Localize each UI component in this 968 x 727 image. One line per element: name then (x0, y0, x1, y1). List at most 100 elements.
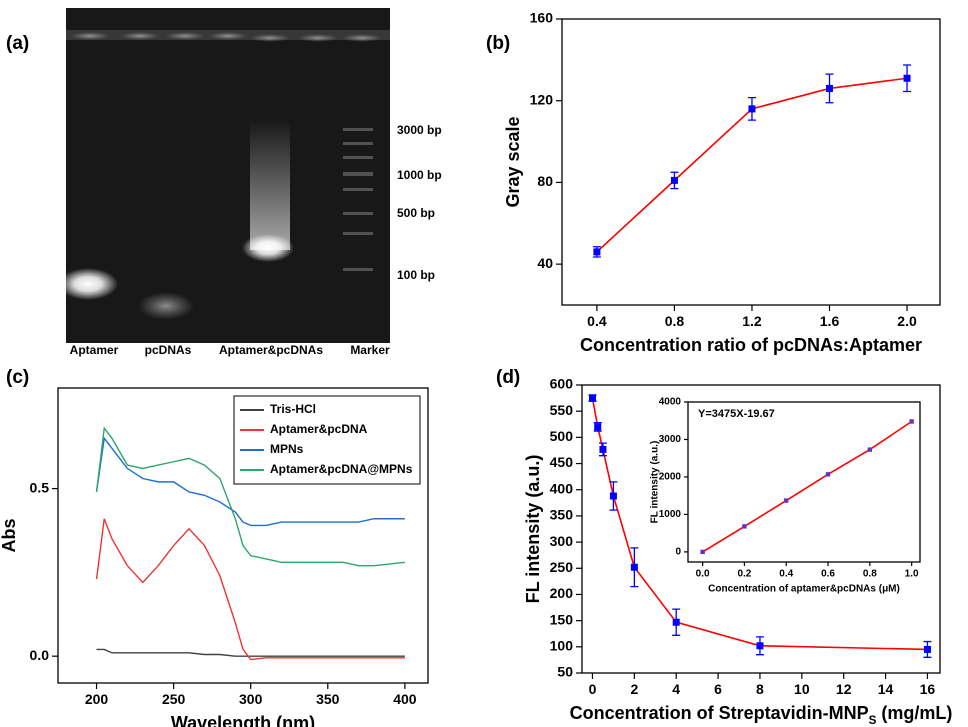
x-tick-label: 400 (393, 691, 417, 707)
lane-label: pcDNAs (145, 343, 192, 357)
x-axis-label-part: S (869, 714, 877, 727)
panel-label: (a) (6, 33, 29, 54)
x-tick-label: 0.4 (587, 313, 607, 329)
y-tick-label: 100 (550, 638, 574, 654)
x-axis-label-part: Concentration of Streptavidin-MNP (570, 703, 869, 723)
data-point (867, 447, 873, 452)
x-tick-label: 1.2 (742, 313, 762, 329)
data-point (700, 549, 705, 555)
size-marker-label: 100 bp (397, 268, 435, 282)
legend-label: Aptamer&pcDNA (270, 422, 368, 436)
y-tick-label: 350 (550, 507, 574, 523)
x-tick-label: 200 (85, 691, 109, 707)
x-tick-label: 0.6 (821, 569, 835, 580)
x-tick-label: 2 (630, 681, 638, 697)
data-point (594, 423, 602, 431)
x-tick-label: 0.0 (696, 569, 710, 580)
x-tick-label: 2.0 (897, 313, 917, 329)
lane-label: Aptamer&pcDNAs (219, 343, 323, 357)
y-tick-label: 3000 (659, 434, 682, 445)
y-tick-label: 4000 (659, 397, 682, 408)
x-tick-label: 12 (836, 681, 852, 697)
axes-frame (561, 18, 941, 306)
legend-label: Tris-HCl (270, 402, 316, 416)
y-tick-label: 200 (550, 585, 574, 601)
panel-label: (b) (486, 33, 510, 54)
panel-label: (d) (496, 367, 520, 388)
data-point (599, 445, 607, 453)
y-tick-label: 400 (550, 480, 574, 496)
x-tick-label: 350 (316, 691, 340, 707)
data-point (784, 498, 789, 503)
y-tick-label: 120 (530, 91, 554, 107)
data-point (923, 645, 931, 653)
x-axis-label: Concentration of aptamer&pcDNAs (μM) (708, 584, 900, 595)
data-point (748, 105, 756, 113)
x-tick-label: 0 (589, 681, 597, 697)
data-point (670, 176, 678, 184)
y-tick-label: 450 (550, 454, 574, 470)
x-tick-label: 16 (920, 681, 936, 697)
y-tick-label: 160 (530, 10, 554, 26)
y-tick-label: 1000 (659, 509, 682, 520)
size-marker-label: 500 bp (397, 206, 435, 220)
x-tick-label: 6 (714, 681, 722, 697)
gel-image (58, 8, 390, 343)
data-line (95, 518, 405, 661)
data-point (826, 84, 834, 92)
x-tick-label: 0.4 (779, 569, 793, 580)
x-tick-label: 10 (794, 681, 810, 697)
data-point (756, 642, 764, 650)
x-tick-label: 1.6 (820, 313, 840, 329)
y-axis-label: FL intensity (a.u.) (650, 441, 661, 524)
y-tick-label: 40 (537, 255, 553, 271)
legend-box (233, 395, 421, 485)
x-tick-label: 1.0 (905, 569, 919, 580)
annotation: Y=3475X-19.67 (698, 408, 775, 420)
data-point (588, 394, 596, 402)
lane-label: Aptamer (70, 343, 119, 357)
data-point (593, 248, 601, 256)
x-tick-label: 0.8 (863, 569, 877, 580)
x-tick-label: 0.2 (737, 569, 751, 580)
x-axis-label-part: (mg/mL) (876, 703, 952, 723)
y-tick-label: 550 (550, 402, 574, 418)
x-tick-label: 250 (162, 691, 186, 707)
x-axis-label: Wavelength (nm) (171, 713, 315, 727)
data-line (96, 648, 405, 657)
y-tick-label: 250 (550, 559, 574, 575)
x-tick-label: 300 (239, 691, 263, 707)
y-tick-label: 50 (557, 664, 573, 680)
y-tick-label: 0.5 (30, 479, 50, 495)
x-axis-label: Concentration ratio of pcDNAs:Aptamer (580, 335, 922, 355)
chart: 0.4 0.8 1.2 1.6 2.0 40 80 120 160 Concentration r… (503, 10, 941, 355)
y-tick-label: 600 (550, 376, 574, 392)
legend-label: MPNs (270, 442, 304, 456)
x-tick-label: 0.8 (665, 313, 685, 329)
x-tick-label: 4 (672, 681, 680, 697)
data-line (95, 426, 405, 567)
legend-label: Aptamer&pcDNA@MPNs (270, 462, 413, 476)
y-tick-label: 300 (550, 533, 574, 549)
y-tick-label: 500 (550, 428, 574, 444)
y-axis-label: Gray scale (503, 116, 523, 207)
y-tick-label: 150 (550, 611, 574, 627)
lane-label: Marker (350, 343, 390, 357)
axes-frame (687, 401, 921, 563)
y-axis-label: Abs (0, 518, 19, 552)
y-tick-label: 0.0 (30, 647, 50, 663)
panel-label: (c) (6, 367, 29, 388)
x-axis-label: Concentration of Streptavidin-MNPS (mg/m… (570, 703, 953, 727)
data-point (609, 492, 617, 500)
data-point (742, 524, 747, 529)
y-tick-label: 2000 (659, 472, 682, 483)
x-tick-label: 14 (878, 681, 894, 697)
y-tick-label: 0 (675, 547, 681, 558)
y-axis-label: FL intensity (a.u.) (523, 455, 543, 604)
y-tick-label: 80 (537, 173, 553, 189)
data-line (95, 436, 405, 527)
size-marker-label: 3000 bp (397, 123, 442, 137)
chart: 0.0 0.2 0.4 0.6 0.8 1.0 0 1000 2000 3000 4000 Conce… (650, 397, 921, 595)
data-point (825, 472, 831, 477)
